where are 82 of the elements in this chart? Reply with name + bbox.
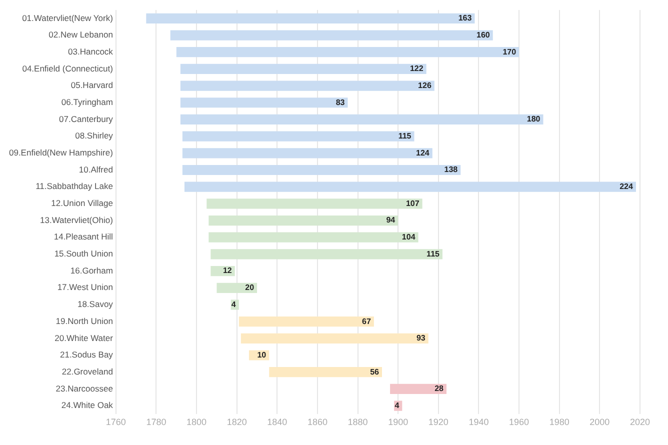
x-tick-label: 1940: [468, 417, 489, 428]
x-tick-label: 1900: [388, 417, 408, 428]
bar: [238, 316, 374, 327]
data-label: 56: [370, 367, 380, 376]
bar: [390, 384, 446, 394]
y-tick-label: 15.South Union: [54, 248, 114, 259]
x-tick-label: 2020: [630, 417, 650, 428]
bar: [182, 131, 414, 142]
bar: [182, 164, 461, 176]
y-tick-label: 24.White Oak: [61, 400, 114, 410]
y-tick-label: 03.Hancock: [68, 46, 114, 56]
bar: [216, 282, 258, 293]
y-tick-label: 17.West Union: [57, 282, 114, 292]
bar: [240, 333, 428, 344]
x-tick-label: 1760: [106, 417, 126, 428]
data-label: 67: [362, 316, 372, 326]
y-tick-label: 16.Gorham: [70, 265, 113, 276]
bar: [180, 80, 434, 91]
bar: [176, 47, 520, 58]
y-tick-label: 20.White Water: [54, 332, 114, 343]
data-label: 28: [434, 384, 444, 394]
data-label: 107: [406, 198, 420, 208]
bar: [269, 367, 382, 378]
bar: [208, 215, 398, 226]
y-tick-label: 08.Shirley: [75, 130, 114, 141]
data-label: 93: [416, 334, 426, 343]
bar: [180, 64, 426, 74]
y-tick-label: 10.Alfred: [78, 164, 114, 174]
bar: [170, 30, 493, 40]
x-tick-label: 1800: [186, 417, 207, 428]
data-label: 180: [526, 114, 541, 124]
data-label: 122: [410, 64, 424, 74]
x-tick-label: 1880: [348, 417, 368, 428]
y-tick-label: 22.Groveland: [62, 366, 114, 376]
data-label: 163: [458, 14, 472, 23]
y-tick-label: 09.Enfield(New Hampshire): [8, 148, 114, 158]
bar: [182, 148, 432, 158]
bar: [180, 98, 348, 108]
y-tick-label: 06.Tyringham: [61, 96, 113, 107]
data-label: 224: [620, 182, 634, 192]
data-label: 4: [394, 400, 400, 410]
data-label: 104: [402, 232, 416, 242]
data-label: 124: [416, 148, 430, 158]
data-label: 12: [222, 266, 232, 276]
data-label: 115: [398, 132, 412, 141]
y-tick-label: 21.Sodus Bay: [60, 350, 114, 360]
data-label: 20: [245, 283, 255, 292]
y-tick-label: 04.Enfield (Connecticut): [22, 63, 114, 74]
bar: [206, 198, 422, 209]
x-tick-label: 1780: [146, 417, 166, 428]
y-tick-label: 02.New Lebanon: [48, 30, 114, 40]
data-label: 126: [418, 80, 432, 90]
y-tick-label: 14.Pleasant Hill: [54, 232, 114, 242]
x-tick-label: 1980: [549, 417, 570, 428]
x-tick-label: 2000: [590, 417, 610, 428]
y-tick-label: 19.North Union: [56, 316, 114, 326]
x-tick-label: 1960: [509, 417, 530, 428]
bar: [146, 13, 475, 24]
bar: [210, 249, 442, 260]
y-tick-label: 18.Savoy: [77, 299, 114, 310]
y-tick-label: 12.Union Village: [51, 198, 114, 208]
y-tick-label: 13.Watervliet(Ohio): [40, 214, 114, 225]
data-label: 94: [386, 216, 396, 225]
data-label: 4: [231, 300, 236, 309]
x-tick-label: 1840: [267, 417, 288, 428]
data-label: 170: [502, 47, 517, 56]
bar: [184, 182, 636, 192]
data-label: 83: [336, 98, 346, 107]
x-tick-label: 1860: [307, 417, 328, 428]
y-tick-label: 11.Sabbathday Lake: [36, 181, 114, 192]
x-tick-label: 1820: [226, 417, 247, 428]
y-tick-label: 05.Harvard: [70, 80, 114, 90]
bar: [180, 114, 544, 125]
x-tick-label: 1920: [428, 417, 448, 428]
data-label: 115: [426, 249, 440, 258]
y-tick-label: 01.Watervliet(New York): [22, 12, 114, 23]
data-label: 10: [257, 350, 267, 360]
data-label: 160: [476, 30, 490, 40]
y-tick-label: 07.Canterbury: [59, 114, 114, 124]
y-tick-label: 23.Narcoossee: [56, 383, 114, 394]
data-label: 138: [444, 165, 458, 174]
bar: [208, 232, 418, 242]
